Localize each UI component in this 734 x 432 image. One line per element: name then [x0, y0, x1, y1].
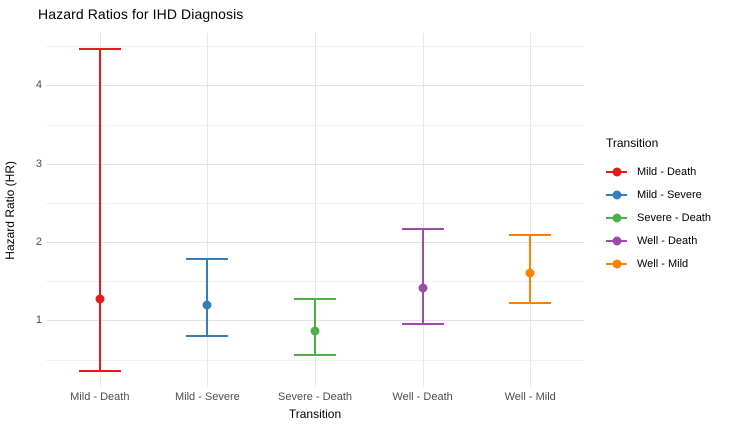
- legend-entry-label: Mild - Death: [637, 165, 697, 178]
- x-tick-label: Well - Mild: [504, 391, 556, 403]
- point-estimate: [310, 326, 320, 336]
- legend-entry: Mild - Severe: [606, 183, 711, 206]
- point-estimate: [525, 268, 535, 278]
- errorbar-line: [98, 49, 101, 372]
- errorbar-cap-bottom: [401, 323, 444, 326]
- legend-entry: Mild - Death: [606, 160, 711, 183]
- legend-key-icon: [606, 188, 627, 202]
- errorbar-cap-bottom: [509, 302, 552, 305]
- legend-key-icon: [606, 165, 627, 179]
- chart-title: Hazard Ratios for IHD Diagnosis: [38, 6, 244, 22]
- point-estimate: [418, 283, 428, 293]
- legend-key-dot: [612, 167, 621, 176]
- errorbar-cap-bottom: [78, 370, 121, 373]
- legend-entry-label: Well - Mild: [637, 257, 689, 270]
- errorbar-line: [206, 258, 209, 337]
- errorbar-line: [421, 228, 424, 325]
- errorbar-cap-top: [509, 234, 552, 237]
- errorbar-line: [314, 298, 316, 355]
- y-tick-label: 4: [35, 79, 42, 92]
- legend-entry: Well - Mild: [606, 252, 711, 275]
- y-tick-label: 3: [35, 157, 42, 170]
- gridline-vertical: [207, 33, 209, 387]
- x-tick-label: Mild - Death: [70, 391, 130, 403]
- legend-key-dot: [612, 236, 621, 245]
- legend-title: Transition: [606, 136, 659, 150]
- x-tick-label: Well - Death: [392, 391, 453, 403]
- legend-key-icon: [606, 211, 627, 225]
- y-axis-ticks: 1 2 3 4: [0, 33, 42, 387]
- point-estimate: [95, 294, 105, 304]
- gridline-vertical: [530, 33, 532, 387]
- gridline-vertical: [315, 33, 316, 387]
- legend-key-dot: [612, 190, 621, 199]
- legend-entry: Severe - Death: [606, 206, 711, 229]
- errorbar-cap-top: [78, 48, 121, 51]
- x-tick-label: Mild - Severe: [174, 391, 240, 403]
- y-tick-label: 1: [35, 314, 42, 327]
- legend-entry-label: Mild - Severe: [637, 188, 702, 201]
- legend-key-icon: [606, 257, 627, 271]
- errorbar-cap-top: [401, 227, 444, 230]
- errorbar-cap-bottom: [294, 353, 336, 356]
- x-axis-ticks: Mild - Death Mild - Severe Severe - Death W…: [46, 391, 584, 405]
- legend-entry-label: Well - Death: [637, 234, 698, 247]
- legend-entry: Well - Death: [606, 229, 711, 252]
- errorbar-cap-bottom: [186, 335, 229, 338]
- gridline-vertical: [422, 33, 424, 387]
- x-tick-label: Severe - Death: [278, 391, 352, 403]
- legend-entries: Mild - Death Mild - Severe Severe - Death W…: [606, 160, 711, 275]
- point-estimate: [202, 300, 212, 310]
- x-axis-title: Transition: [288, 407, 342, 421]
- legend-entry-label: Severe - Death: [637, 211, 711, 224]
- legend-key-icon: [606, 234, 627, 248]
- legend-key-dot: [612, 213, 621, 222]
- y-tick-label: 2: [35, 236, 42, 249]
- errorbar-cap-top: [186, 257, 229, 260]
- errorbar-cap-top: [294, 297, 336, 300]
- legend: Transition Mild - Death Mild - Severe Seve…: [606, 136, 711, 275]
- plot-panel: [46, 33, 584, 387]
- legend-key-dot: [612, 259, 621, 268]
